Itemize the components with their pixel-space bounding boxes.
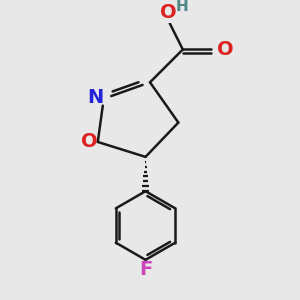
Text: F: F bbox=[139, 260, 152, 279]
Text: O: O bbox=[160, 3, 176, 22]
Text: O: O bbox=[81, 133, 98, 152]
Text: H: H bbox=[176, 0, 188, 14]
Text: N: N bbox=[87, 88, 104, 107]
Text: O: O bbox=[217, 40, 234, 59]
